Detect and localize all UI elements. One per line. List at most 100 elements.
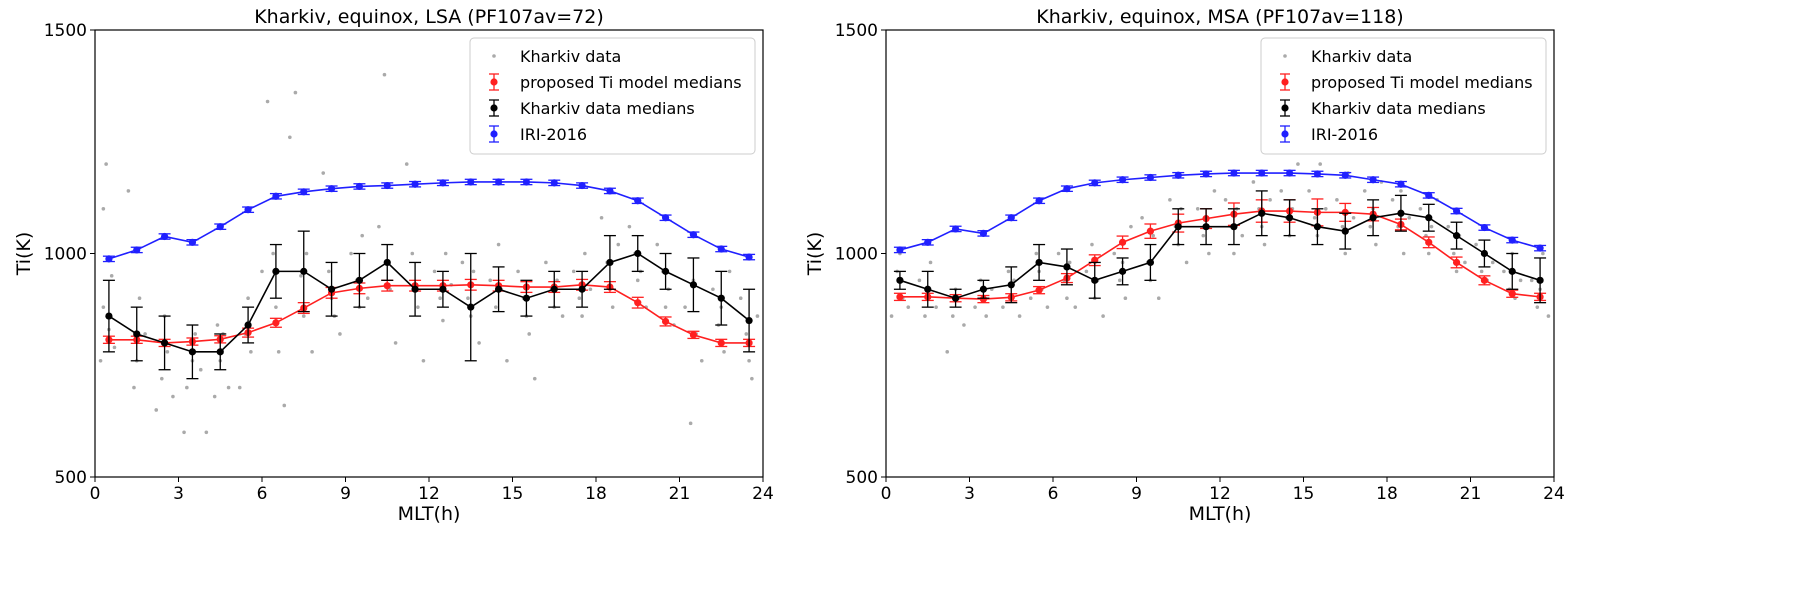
median-marker xyxy=(550,285,558,293)
data-point xyxy=(441,318,445,323)
data-point xyxy=(906,305,911,309)
median-marker xyxy=(1202,170,1210,178)
data-point xyxy=(404,162,409,166)
median-marker xyxy=(327,185,336,193)
legend-box xyxy=(1260,37,1547,155)
data-point xyxy=(365,296,370,301)
data-point xyxy=(1479,269,1484,274)
data-point xyxy=(466,296,470,301)
data-point xyxy=(928,260,933,265)
series-line xyxy=(899,212,1541,300)
median-marker xyxy=(383,282,391,290)
data-point xyxy=(1151,233,1155,238)
median-marker xyxy=(272,319,280,327)
x-axis-label: MLT(h) xyxy=(398,503,461,525)
data-point xyxy=(1207,251,1211,256)
data-point xyxy=(1240,233,1245,238)
data-point xyxy=(722,350,726,354)
median-marker xyxy=(578,181,586,190)
data-point xyxy=(496,242,501,247)
data-point xyxy=(1006,269,1011,274)
data-point xyxy=(321,171,326,175)
median-marker xyxy=(1313,223,1322,231)
median-marker xyxy=(160,232,169,241)
data-point xyxy=(112,345,117,350)
series-2 xyxy=(893,190,1547,308)
data-point xyxy=(571,269,576,274)
series-3 xyxy=(893,169,1547,254)
data-point xyxy=(1084,269,1089,274)
y-tick-label: 1000 xyxy=(44,245,87,265)
data-point xyxy=(1535,305,1540,309)
median-marker xyxy=(661,317,670,326)
median-marker xyxy=(188,238,197,246)
median-marker xyxy=(606,258,614,267)
median-marker xyxy=(1258,209,1266,217)
data-point xyxy=(635,278,640,283)
data-point xyxy=(310,350,314,354)
data-point xyxy=(377,224,381,229)
median-marker xyxy=(216,223,224,231)
median-marker xyxy=(1369,214,1377,222)
data-point xyxy=(226,385,231,390)
data-point xyxy=(577,296,582,301)
data-point xyxy=(1446,224,1451,229)
legend-marker xyxy=(1283,54,1287,58)
median-marker xyxy=(717,245,725,253)
data-point xyxy=(1056,251,1061,256)
data-point xyxy=(160,376,164,381)
x-tick-label: 21 xyxy=(669,484,691,504)
legend-label: IRI-2016 xyxy=(1311,125,1378,144)
median-marker xyxy=(355,182,364,191)
series-line xyxy=(108,252,750,353)
data-point xyxy=(432,269,437,274)
median-marker xyxy=(1146,258,1155,267)
data-point xyxy=(1351,215,1356,220)
x-tick-label: 21 xyxy=(1460,484,1482,504)
data-point xyxy=(1001,305,1005,309)
median-marker xyxy=(951,294,960,302)
data-point xyxy=(1123,296,1128,301)
data-point xyxy=(627,224,632,229)
series-line xyxy=(108,283,750,344)
data-point xyxy=(494,305,498,309)
data-point xyxy=(599,215,604,220)
data-point xyxy=(416,305,420,309)
data-point xyxy=(471,269,476,274)
data-point xyxy=(1546,314,1551,318)
data-point xyxy=(349,251,353,256)
median-marker xyxy=(745,316,753,325)
data-point xyxy=(1323,207,1328,211)
median-marker xyxy=(355,276,364,284)
median-marker xyxy=(1480,276,1489,284)
median-marker xyxy=(979,285,988,293)
median-marker xyxy=(244,321,252,329)
data-point xyxy=(137,296,142,301)
legend-marker xyxy=(1281,130,1289,138)
data-point xyxy=(663,305,668,309)
data-point xyxy=(1418,207,1423,211)
data-point xyxy=(1426,251,1431,256)
y-axis-label: Ti(K) xyxy=(804,232,826,277)
median-marker xyxy=(1341,227,1349,235)
data-point xyxy=(98,358,103,363)
legend-label: Kharkiv data xyxy=(520,47,621,66)
data-point xyxy=(237,385,242,390)
data-point xyxy=(1474,242,1478,247)
median-marker xyxy=(745,253,753,261)
median-marker xyxy=(1341,208,1349,216)
data-point xyxy=(1312,215,1317,220)
data-point xyxy=(1045,305,1050,309)
data-point xyxy=(1362,189,1367,193)
data-point xyxy=(616,242,621,247)
data-point xyxy=(1090,242,1094,247)
data-point xyxy=(382,72,387,77)
data-point xyxy=(750,376,754,381)
x-tick-label: 12 xyxy=(1209,484,1231,504)
median-marker xyxy=(1480,249,1489,258)
data-point xyxy=(1212,189,1217,193)
data-point xyxy=(1318,162,1322,166)
y-tick-label: 1500 xyxy=(835,21,878,41)
median-marker xyxy=(1258,169,1266,177)
median-marker xyxy=(1508,290,1516,298)
